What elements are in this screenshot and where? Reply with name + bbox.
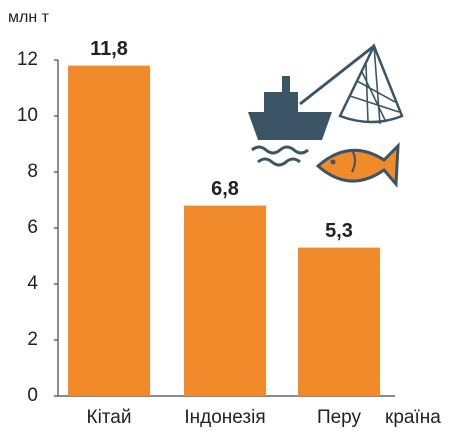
- bar: [184, 205, 266, 396]
- bar: [298, 247, 380, 396]
- value-label: 11,8: [90, 38, 128, 60]
- value-label: 6,8: [211, 178, 239, 200]
- fishing-icon: [248, 42, 404, 188]
- y-tick-label: 10: [17, 105, 38, 126]
- value-label: 5,3: [325, 220, 353, 242]
- x-tick-label: Перу: [317, 407, 362, 428]
- y-axis-label: млн т: [8, 9, 50, 26]
- bar: [68, 65, 150, 396]
- x-tick-label: Індонезія: [184, 407, 265, 428]
- y-tick-label: 2: [27, 329, 38, 350]
- y-tick-label: 8: [27, 161, 38, 182]
- y-tick-label: 4: [27, 273, 38, 294]
- y-tick-label: 6: [27, 217, 38, 238]
- y-tick-label: 12: [17, 49, 38, 70]
- x-axis-label: країна: [385, 407, 441, 428]
- y-tick-label: 0: [27, 385, 38, 406]
- x-tick-label: Кітай: [87, 407, 132, 428]
